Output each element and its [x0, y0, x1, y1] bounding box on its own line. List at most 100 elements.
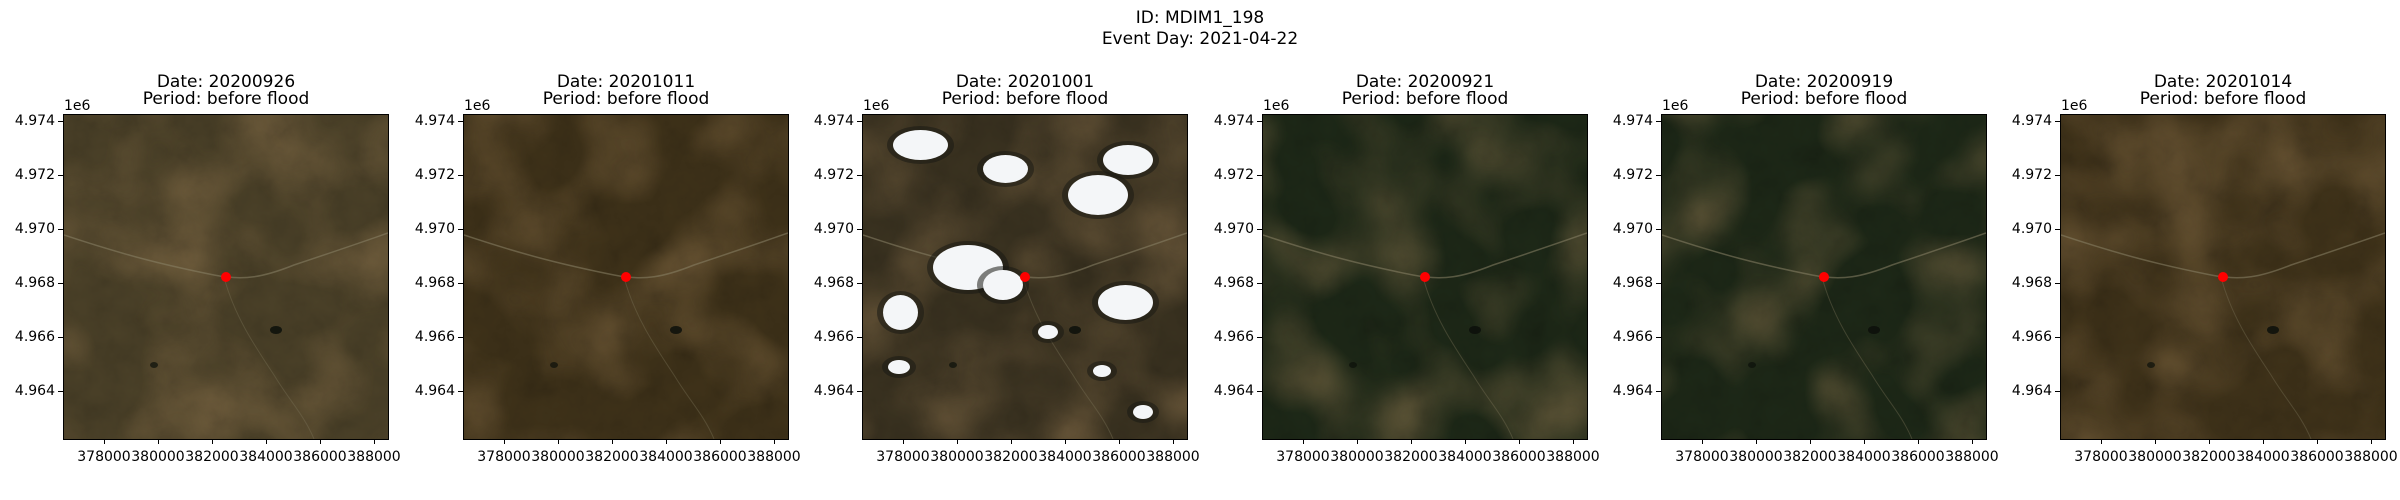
y-tick-mark	[458, 283, 463, 284]
figure-id-label: ID: MDIM1_198	[1135, 8, 1265, 28]
y-tick-mark	[458, 121, 463, 122]
x-tick-mark	[558, 439, 559, 444]
image-panel: Date: 20200919 Period: before flood 1e6 4.9…	[1613, 0, 2061, 500]
x-tick-mark	[1411, 439, 1412, 444]
y-tick-mark	[58, 121, 63, 122]
x-tick-label: 386000	[693, 449, 747, 465]
x-tick-label: 386000	[293, 449, 347, 465]
x-tick-label: 384000	[1438, 449, 1492, 465]
y-tick-mark	[58, 175, 63, 176]
x-tick-label: 384000	[1038, 449, 1092, 465]
y-tick-label: 4.964	[1213, 383, 1254, 399]
x-tick-mark	[2155, 439, 2156, 444]
x-tick-label: 378000	[77, 449, 131, 465]
event-day-label: Event Day: 2021-04-22	[1101, 29, 1299, 49]
x-tick-mark	[1465, 439, 1466, 444]
x-tick-mark	[374, 439, 375, 444]
x-tick-mark	[903, 439, 904, 444]
x-tick-label: 380000	[531, 449, 585, 465]
y-tick-mark	[857, 121, 862, 122]
y-tick-label: 4.968	[14, 275, 55, 291]
panel-date-label: Date: 20200919	[1754, 72, 1894, 92]
x-tick-label: 388000	[1546, 449, 1600, 465]
x-tick-mark	[957, 439, 958, 444]
x-tick-label: 384000	[2236, 449, 2290, 465]
x-tick-mark	[1918, 439, 1919, 444]
panel-title: Date: 20200926 Period: before flood	[63, 74, 389, 108]
x-tick-label: 382000	[1384, 449, 1438, 465]
image-panel: Date: 20200921 Period: before flood 1e6 4.9…	[1214, 0, 1662, 500]
x-tick-label: 388000	[1945, 449, 1999, 465]
y-tick-mark	[2055, 391, 2060, 392]
y-tick-mark	[2055, 175, 2060, 176]
x-tick-mark	[1011, 439, 1012, 444]
panel-date-label: Date: 20201011	[556, 72, 696, 92]
x-tick-label: 378000	[1675, 449, 1729, 465]
y-tick-label: 4.964	[813, 383, 854, 399]
y-tick-mark	[458, 229, 463, 230]
x-tick-mark	[158, 439, 159, 444]
y-tick-label: 4.964	[14, 383, 55, 399]
x-tick-label: 388000	[347, 449, 401, 465]
y-tick-label: 4.972	[1213, 167, 1254, 183]
x-tick-mark	[2371, 439, 2372, 444]
y-tick-mark	[2055, 337, 2060, 338]
y-tick-label: 4.966	[813, 329, 854, 345]
x-tick-mark	[212, 439, 213, 444]
y-tick-label: 4.970	[2011, 221, 2052, 237]
y-tick-label: 4.968	[1213, 275, 1254, 291]
panel-date-label: Date: 20200921	[1355, 72, 1495, 92]
x-tick-label: 380000	[1729, 449, 1783, 465]
y-tick-mark	[1257, 175, 1262, 176]
x-tick-mark	[1810, 439, 1811, 444]
y-tick-mark	[1257, 121, 1262, 122]
y-tick-label: 4.970	[1213, 221, 1254, 237]
y-tick-mark	[1656, 175, 1661, 176]
y-tick-label: 4.966	[1213, 329, 1254, 345]
y-tick-label: 4.970	[813, 221, 854, 237]
y-tick-mark	[1656, 391, 1661, 392]
panel-title: Date: 20201001 Period: before flood	[862, 74, 1188, 108]
x-tick-mark	[2317, 439, 2318, 444]
axis-offset-label: 1e6	[1263, 98, 1290, 114]
y-tick-mark	[2055, 121, 2060, 122]
y-tick-label: 4.974	[14, 113, 55, 129]
y-tick-mark	[2055, 229, 2060, 230]
y-tick-label: 4.974	[1213, 113, 1254, 129]
x-tick-mark	[666, 439, 667, 444]
location-marker	[1420, 272, 1430, 282]
y-tick-mark	[1257, 337, 1262, 338]
x-tick-mark	[266, 439, 267, 444]
x-tick-label: 380000	[1330, 449, 1384, 465]
x-tick-mark	[2209, 439, 2210, 444]
y-tick-mark	[857, 175, 862, 176]
y-tick-label: 4.968	[813, 275, 854, 291]
x-tick-mark	[1065, 439, 1066, 444]
panel-period-label: Period: before flood	[2139, 89, 2307, 109]
location-marker	[2218, 272, 2228, 282]
x-tick-label: 386000	[1492, 449, 1546, 465]
y-tick-label: 4.966	[14, 329, 55, 345]
x-tick-mark	[1756, 439, 1757, 444]
y-tick-mark	[458, 175, 463, 176]
y-tick-mark	[58, 229, 63, 230]
y-tick-label: 4.974	[813, 113, 854, 129]
axis-offset-label: 1e6	[2061, 98, 2088, 114]
x-tick-label: 382000	[185, 449, 239, 465]
y-tick-mark	[857, 283, 862, 284]
y-tick-label: 4.970	[414, 221, 455, 237]
y-tick-label: 4.974	[1612, 113, 1653, 129]
y-tick-mark	[58, 337, 63, 338]
x-tick-label: 378000	[2074, 449, 2128, 465]
satellite-image	[1262, 114, 1588, 440]
y-tick-mark	[458, 391, 463, 392]
y-tick-label: 4.972	[414, 167, 455, 183]
x-tick-mark	[1972, 439, 1973, 444]
satellite-image	[862, 114, 1188, 440]
x-tick-mark	[504, 439, 505, 444]
x-tick-mark	[720, 439, 721, 444]
x-tick-label: 382000	[1783, 449, 1837, 465]
y-tick-mark	[2055, 283, 2060, 284]
y-tick-label: 4.972	[1612, 167, 1653, 183]
x-tick-mark	[774, 439, 775, 444]
